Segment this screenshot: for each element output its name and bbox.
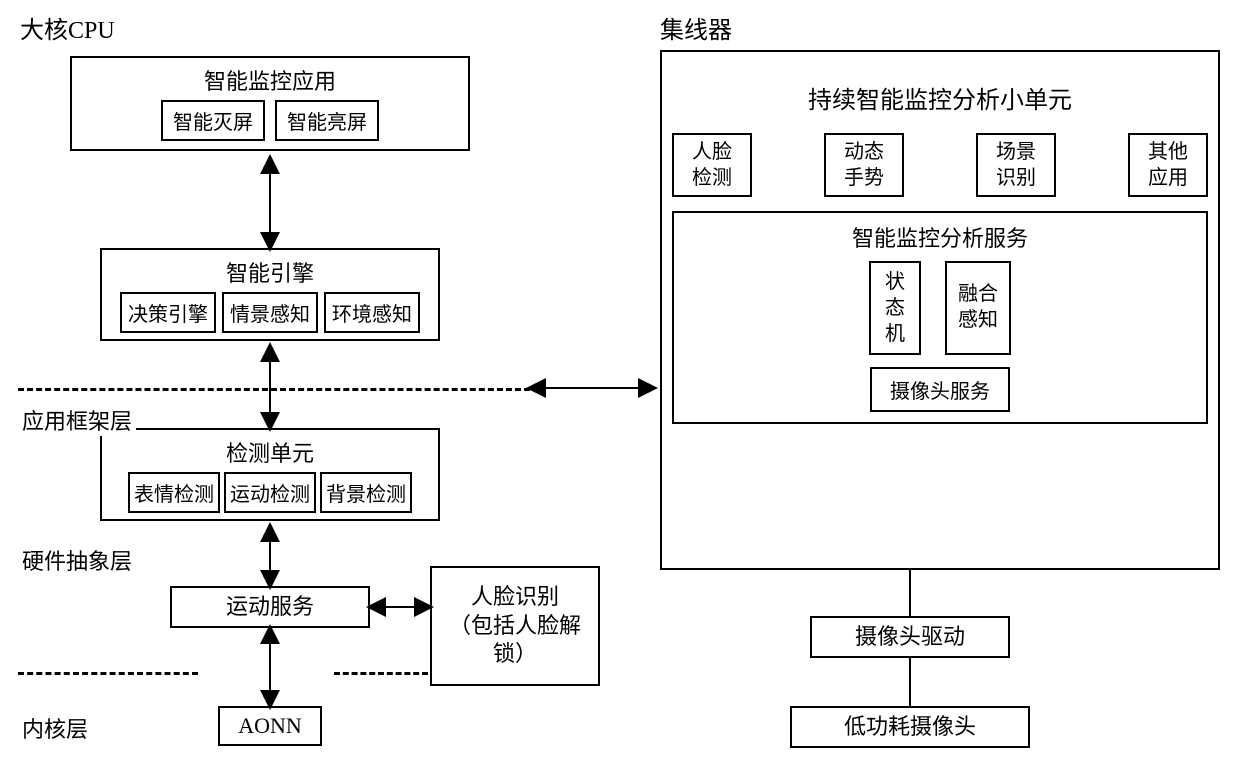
camera-driver-box: 摄像头驱动 — [810, 616, 1010, 658]
background-detect: 背景检测 — [320, 472, 412, 513]
kernel-label: 内核层 — [18, 712, 92, 744]
hub-analysis-box: 智能监控分析服务 状 态 机 融合 感知 摄像头服务 — [672, 211, 1208, 424]
engine-title: 智能引擎 — [102, 250, 438, 292]
hub-label: 集线器 — [660, 10, 732, 45]
motion-service-box: 运动服务 — [170, 586, 370, 628]
engine-box: 智能引擎 决策引擎 情景感知 环境感知 — [100, 248, 440, 341]
scene-recog: 场景 识别 — [976, 133, 1056, 197]
detect-unit-title: 检测单元 — [102, 430, 438, 472]
hub-unit-row: 人脸 检测 动态 手势 场景 识别 其他 应用 — [662, 133, 1218, 197]
low-power-camera-box: 低功耗摄像头 — [790, 706, 1030, 748]
camera-service: 摄像头服务 — [870, 367, 1010, 412]
fusion-aware: 融合 感知 — [945, 261, 1011, 355]
hub-outer-box: 持续智能监控分析小单元 人脸 检测 动态 手势 场景 识别 其他 应用 智能监控… — [660, 50, 1220, 570]
dashed-lower-left — [18, 672, 198, 675]
dashed-upper — [18, 388, 530, 391]
other-app: 其他 应用 — [1128, 133, 1208, 197]
smart-off-screen: 智能灭屏 — [161, 100, 265, 141]
hal-label: 硬件抽象层 — [18, 544, 136, 576]
monitor-app-title: 智能监控应用 — [72, 58, 468, 100]
monitor-app-box: 智能监控应用 智能灭屏 智能亮屏 — [70, 56, 470, 151]
gesture: 动态 手势 — [824, 133, 904, 197]
env-aware: 环境感知 — [324, 292, 420, 333]
decision-engine: 决策引擎 — [120, 292, 216, 333]
motion-detect: 运动检测 — [224, 472, 316, 513]
app-framework-label: 应用框架层 — [18, 404, 136, 436]
hub-unit-title: 持续智能监控分析小单元 — [662, 52, 1218, 133]
big-core-label: 大核CPU — [20, 10, 115, 45]
expression-detect: 表情检测 — [128, 472, 220, 513]
hub-analysis-title: 智能监控分析服务 — [674, 213, 1206, 261]
context-aware: 情景感知 — [222, 292, 318, 333]
state-machine: 状 态 机 — [869, 261, 921, 355]
detect-unit-box: 检测单元 表情检测 运动检测 背景检测 — [100, 428, 440, 521]
face-check: 人脸 检测 — [672, 133, 752, 197]
smart-on-screen: 智能亮屏 — [275, 100, 379, 141]
aonn-box: AONN — [218, 706, 322, 746]
dashed-lower-right — [334, 672, 428, 675]
face-recog-box: 人脸识别 （包括人脸解 锁） — [430, 566, 600, 686]
